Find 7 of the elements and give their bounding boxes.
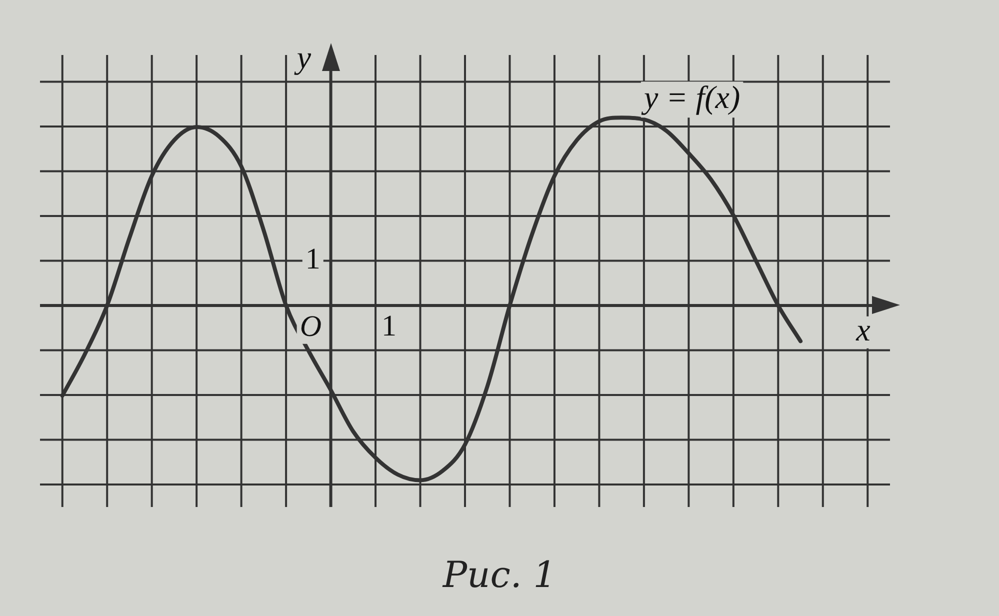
annotation: O bbox=[300, 310, 322, 343]
x-axis-title: x bbox=[855, 312, 870, 348]
annotation: 1 bbox=[305, 242, 320, 276]
annotation: 1 bbox=[381, 310, 396, 343]
y-axis-title: y bbox=[294, 38, 312, 75]
series-label: y = f(x) bbox=[640, 79, 740, 116]
text: Рис. 1 bbox=[441, 555, 558, 596]
